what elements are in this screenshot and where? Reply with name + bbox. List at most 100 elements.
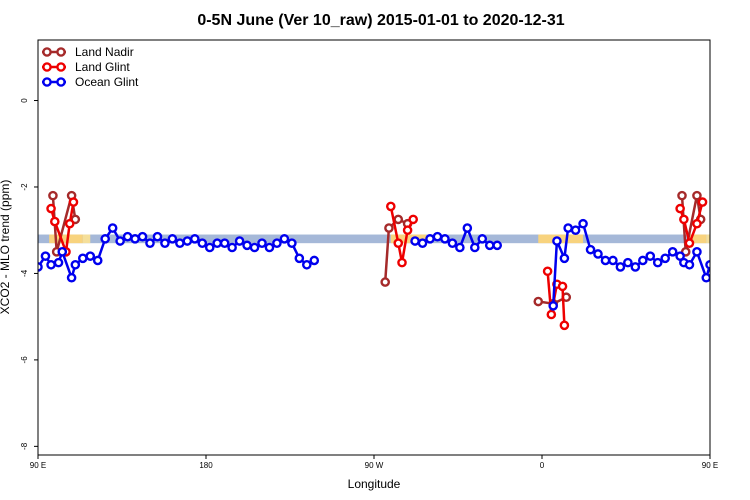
ocean-glint-point-1-8 — [469, 242, 480, 253]
ocean-glint-point-2-9 — [608, 255, 618, 266]
ocean-glint-point-0-23 — [197, 238, 208, 248]
ocean-glint-point-2-6 — [585, 244, 596, 255]
land-glint-point-0-0 — [46, 203, 56, 214]
ocean-glint-point-2-8 — [600, 255, 611, 266]
y-tick-label-2: -4 — [20, 269, 29, 277]
land-nadir-point-0-0 — [48, 190, 58, 201]
legend-label-land-glint: Land Glint — [75, 60, 130, 74]
land-glint-point-3-4 — [697, 197, 708, 207]
legend-marker-land-nadir — [56, 47, 66, 57]
ocean-glint-point-1-2 — [425, 234, 435, 244]
land-nadir-point-3-2 — [692, 190, 702, 201]
ocean-glint-point-2-26 — [729, 257, 736, 264]
ocean-glint-point-2-3 — [563, 223, 573, 233]
ocean-glint-point-0-5 — [66, 272, 77, 283]
ocean-glint-point-0-10 — [100, 234, 110, 244]
y-tick-label-1: -2 — [20, 183, 29, 191]
ocean-glint-point-0-35 — [287, 238, 297, 248]
ocean-glint-point-2-12 — [630, 262, 641, 272]
land-glint-point-3-3 — [692, 218, 702, 229]
ocean-glint-point-0-17 — [152, 231, 163, 242]
ocean-glint-point-2-24 — [714, 255, 721, 262]
land-glint-line-1 — [389, 206, 415, 264]
ocean-glint-point-1-5 — [447, 238, 458, 248]
ocean-glint-point-0-8 — [85, 251, 96, 261]
legend-marker-land-nadir — [42, 47, 52, 57]
ocean-glint-point-0-16 — [145, 238, 155, 248]
ocean-glint-point-0-13 — [122, 231, 133, 242]
series-layer — [38, 190, 750, 331]
band-2 — [82, 234, 91, 244]
ocean-glint-point-0-4 — [57, 247, 68, 257]
ocean-glint-point-2-28 — [744, 224, 750, 231]
band-6 — [706, 234, 710, 244]
land-glint-point-3-1 — [679, 214, 689, 225]
ocean-glint-point-2-21 — [692, 247, 702, 257]
land-glint-point-2-0 — [542, 266, 553, 277]
band-1 — [49, 234, 83, 244]
ocean-glint-point-2-22 — [701, 272, 710, 283]
ocean-glint-point-1-9 — [477, 234, 488, 244]
ocean-glint-point-0-2 — [46, 259, 56, 270]
land-nadir-point-1-1 — [384, 223, 394, 233]
legend-item-land-nadir: Land Nadir — [42, 45, 134, 59]
ocean-glint-point-0-21 — [182, 236, 193, 246]
ocean-glint-point-0-7 — [78, 253, 88, 264]
ocean-glint-point-0-15 — [137, 231, 148, 242]
ocean-glint-point-2-2 — [559, 253, 570, 264]
ocean-glint-point-2-7 — [593, 249, 603, 259]
ocean-glint-point-0-31 — [257, 238, 267, 248]
x-tick-label-3: 0 — [540, 461, 545, 470]
ocean-glint-point-1-1 — [417, 238, 428, 248]
x-tick-label-4: 90 E — [702, 461, 718, 470]
series-land-nadir — [48, 190, 706, 309]
ocean-glint-point-0-1 — [40, 251, 51, 261]
land-glint-point-2-3 — [557, 281, 568, 292]
legend-label-ocean-glint: Ocean Glint — [75, 75, 139, 89]
ocean-glint-point-0-27 — [227, 242, 237, 253]
land-glint-point-1-2 — [397, 257, 407, 268]
ocean-glint-point-1-7 — [462, 223, 473, 233]
legend-marker-ocean-glint — [42, 77, 52, 87]
ocean-glint-point-0-6 — [70, 259, 81, 270]
ocean-glint-point-0-30 — [249, 242, 260, 253]
ocean-glint-point-2-23 — [705, 259, 710, 270]
legend-marker-land-glint — [56, 62, 66, 72]
y-axis-label: XCO2 - MLO trend (ppm) — [0, 180, 12, 315]
legend-marker-land-glint — [42, 62, 52, 72]
land-nadir-point-2-0 — [533, 296, 544, 307]
band-3 — [390, 234, 427, 244]
ocean-glint-point-2-5 — [578, 218, 588, 229]
ocean-glint-point-0-20 — [175, 238, 185, 248]
ocean-glint-point-2-1 — [552, 236, 562, 246]
ocean-glint-point-0-37 — [301, 259, 312, 270]
land-glint-point-1-1 — [393, 238, 404, 248]
ocean-glint-point-1-6 — [455, 242, 465, 253]
land-glint-point-0-3 — [64, 218, 75, 229]
ocean-glint-point-2-10 — [615, 262, 626, 272]
land-glint-point-2-4 — [559, 320, 570, 331]
ocean-glint-point-0-18 — [160, 238, 170, 248]
ocean-glint-point-1-4 — [440, 234, 450, 244]
y-tick-label-0: 0 — [20, 98, 29, 103]
legend-item-ocean-glint: Ocean Glint — [42, 75, 139, 89]
ocean-glint-point-2-16 — [660, 253, 671, 264]
ocean-glint-point-0-38 — [309, 255, 320, 266]
ocean-glint-point-0-19 — [167, 234, 178, 244]
ocean-glint-point-1-3 — [432, 231, 443, 242]
plot-frame — [37, 39, 711, 456]
ocean-glint-point-0-32 — [264, 242, 275, 253]
x-tick-label-2: 90 W — [365, 461, 384, 470]
ocean-glint-point-0-28 — [234, 236, 245, 246]
y-tick-label-4: -8 — [20, 442, 29, 450]
ocean-glint-point-0-14 — [130, 234, 140, 244]
legend-marker-ocean-glint — [56, 77, 66, 87]
ocean-glint-point-1-0 — [410, 236, 420, 246]
ocean-glint-point-2-15 — [652, 257, 663, 268]
ocean-glint-point-2-14 — [645, 251, 656, 261]
ocean-glint-point-2-17 — [667, 247, 678, 257]
ocean-glint-point-0-9 — [92, 255, 103, 266]
ocean-glint-point-0-11 — [107, 223, 118, 233]
land-glint-point-1-4 — [408, 214, 419, 225]
